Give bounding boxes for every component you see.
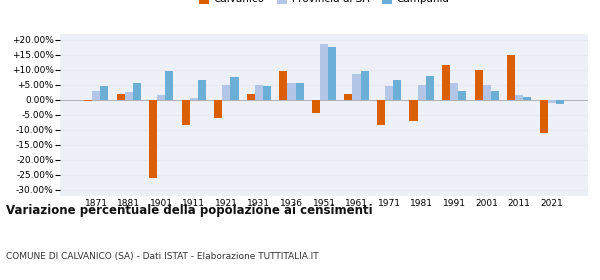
Bar	[352, 74, 361, 100]
Bar	[84, 100, 92, 101]
Bar	[539, 100, 548, 133]
Bar	[230, 77, 239, 100]
Bar	[491, 91, 499, 100]
Bar	[157, 95, 166, 100]
Bar	[263, 86, 271, 100]
Bar	[548, 100, 556, 103]
Bar	[475, 70, 482, 100]
Bar	[279, 71, 287, 100]
Bar	[377, 100, 385, 125]
Text: COMUNE DI CALVANICO (SA) - Dati ISTAT - Elaborazione TUTTITALIA.IT: COMUNE DI CALVANICO (SA) - Dati ISTAT - …	[6, 252, 319, 261]
Bar	[255, 85, 263, 100]
Bar	[190, 98, 198, 100]
Bar	[458, 91, 466, 100]
Legend: Calvanico, Provincia di SA, Campania: Calvanico, Provincia di SA, Campania	[195, 0, 453, 9]
Bar	[116, 94, 125, 100]
Bar	[182, 100, 190, 125]
Bar	[133, 83, 141, 100]
Bar	[393, 80, 401, 100]
Bar	[247, 94, 255, 100]
Bar	[312, 100, 320, 113]
Bar	[198, 80, 206, 100]
Bar	[149, 100, 157, 178]
Bar	[556, 100, 564, 104]
Bar	[515, 95, 523, 100]
Bar	[100, 86, 109, 100]
Bar	[425, 76, 434, 100]
Bar	[296, 83, 304, 100]
Text: Variazione percentuale della popolazione ai censimenti: Variazione percentuale della popolazione…	[6, 204, 373, 217]
Bar	[418, 85, 425, 100]
Bar	[328, 47, 336, 100]
Bar	[344, 94, 352, 100]
Bar	[287, 83, 296, 100]
Bar	[223, 85, 230, 100]
Bar	[320, 44, 328, 100]
Bar	[385, 86, 393, 100]
Bar	[125, 92, 133, 100]
Bar	[450, 83, 458, 100]
Bar	[92, 91, 100, 100]
Bar	[482, 85, 491, 100]
Bar	[523, 97, 532, 100]
Bar	[442, 65, 450, 100]
Bar	[507, 55, 515, 100]
Bar	[214, 100, 223, 118]
Bar	[409, 100, 418, 121]
Bar	[361, 71, 369, 100]
Bar	[166, 71, 173, 100]
